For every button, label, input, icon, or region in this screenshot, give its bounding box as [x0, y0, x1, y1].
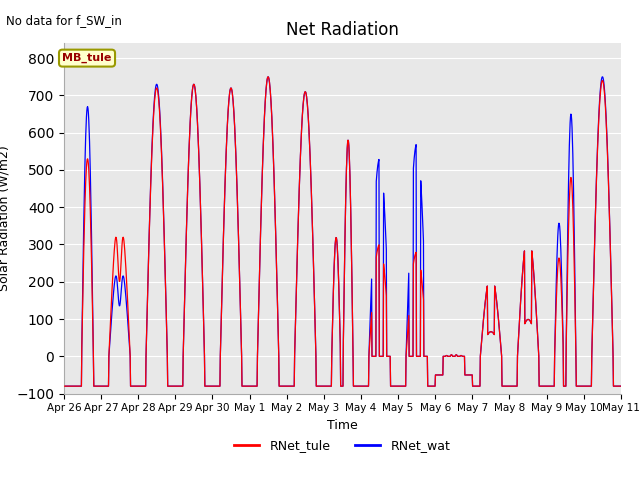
RNet_tule	[617, 383, 625, 389]
RNet_tule	[170, 383, 178, 389]
Text: No data for f_SW_in: No data for f_SW_in	[6, 14, 122, 27]
RNet_tule	[502, 383, 509, 389]
Line: RNet_wat: RNet_wat	[64, 77, 621, 386]
Title: Net Radiation: Net Radiation	[286, 21, 399, 39]
RNet_tule	[60, 383, 68, 389]
Y-axis label: Solar Radiation (W/m2): Solar Radiation (W/m2)	[0, 145, 11, 291]
RNet_tule	[429, 383, 437, 389]
RNet_wat	[170, 383, 178, 389]
RNet_wat	[429, 383, 437, 389]
Line: RNet_tule: RNet_tule	[64, 77, 621, 386]
RNet_wat	[502, 383, 509, 389]
RNet_tule	[246, 383, 254, 389]
Legend: RNet_tule, RNet_wat: RNet_tule, RNet_wat	[230, 434, 455, 457]
Text: MB_tule: MB_tule	[62, 53, 112, 63]
RNet_wat	[617, 383, 625, 389]
RNet_wat	[184, 181, 191, 187]
RNet_tule	[551, 339, 559, 345]
RNet_tule	[264, 74, 272, 80]
RNet_wat	[264, 74, 272, 80]
RNet_tule	[184, 181, 191, 187]
RNet_wat	[246, 383, 254, 389]
RNet_wat	[551, 334, 559, 340]
RNet_wat	[60, 383, 68, 389]
X-axis label: Time: Time	[327, 419, 358, 432]
